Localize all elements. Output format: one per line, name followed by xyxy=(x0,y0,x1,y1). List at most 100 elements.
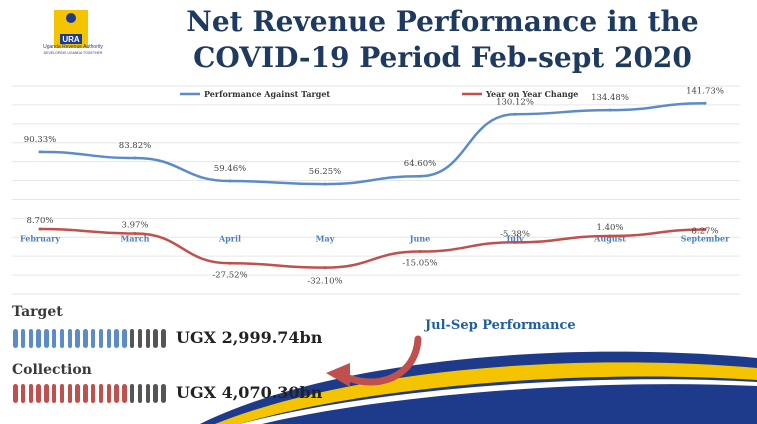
series-line xyxy=(39,102,706,186)
data-label: -32.10% xyxy=(307,277,342,287)
logo-text: URA xyxy=(62,35,80,44)
target-bar-segment xyxy=(20,329,26,348)
target-bar-segment xyxy=(90,329,96,348)
data-point xyxy=(323,182,327,186)
data-point xyxy=(418,250,422,254)
target-bar-segment xyxy=(153,329,158,348)
target-bar-segment xyxy=(98,329,104,348)
collection-label: Collection xyxy=(12,362,92,378)
logo-emblem xyxy=(66,13,76,23)
collection-bar-segment xyxy=(106,384,112,403)
data-point xyxy=(133,232,137,236)
logo-band xyxy=(60,34,82,44)
data-label: 1.40% xyxy=(596,223,623,233)
collection-bar-segment xyxy=(153,384,158,403)
data-point xyxy=(608,234,612,238)
title-line-2: COVID-19 Period Feb-sept 2020 xyxy=(193,41,692,74)
logo-tagline: DEVELOPING UGANDA TOGETHER xyxy=(43,51,103,55)
legend-label: Performance Against Target xyxy=(204,89,330,99)
legend-label: Year on Year Change xyxy=(485,89,578,99)
data-point xyxy=(323,266,327,270)
target-bar-segment xyxy=(161,329,166,348)
data-point xyxy=(513,112,517,116)
annotation-arrow xyxy=(326,335,422,387)
collection-bar-segment xyxy=(114,384,119,403)
collection-bar-segment xyxy=(83,384,88,403)
data-label: -5.38% xyxy=(500,229,530,239)
collection-bar-meter xyxy=(13,384,166,404)
target-bar-segment xyxy=(67,329,73,348)
collection-bar-segment xyxy=(98,384,104,403)
target-bar-segment xyxy=(106,329,112,348)
title-line-1: Net Revenue Performance in the xyxy=(186,5,699,38)
collection-bar-segment xyxy=(13,384,18,403)
collection-bar-segment xyxy=(36,384,41,403)
target-bar-segment xyxy=(36,329,41,348)
decorative-swoosh xyxy=(200,351,757,424)
data-point xyxy=(38,227,42,231)
target-bar-segment xyxy=(51,329,57,348)
target-bar-segment xyxy=(122,329,127,348)
data-point xyxy=(608,108,612,112)
x-tick-label: April xyxy=(218,233,241,243)
target-bar-segment xyxy=(28,329,34,348)
collection-bar-segment xyxy=(67,384,73,403)
swoosh-yellow xyxy=(215,362,757,424)
collection-value: UGX 4,070.30bn xyxy=(176,383,323,402)
collection-bar-segment xyxy=(129,384,135,403)
jul-sep-annotation: Jul-Sep Performance xyxy=(425,318,576,333)
target-bar-segment xyxy=(114,329,119,348)
collection-bar-segment xyxy=(122,384,127,403)
target-bar-segment xyxy=(145,329,151,348)
data-label: 59.46% xyxy=(214,164,246,174)
arrow-head xyxy=(326,363,350,387)
x-tick-label: September xyxy=(681,233,730,243)
data-label: -27.52% xyxy=(212,270,247,280)
data-point xyxy=(228,261,232,265)
data-point xyxy=(228,179,232,183)
target-bar-meter xyxy=(13,329,166,349)
x-tick-label: March xyxy=(121,233,150,243)
collection-bar-segment xyxy=(161,384,166,403)
data-label: 8.70% xyxy=(26,216,53,226)
collection-bar-segment xyxy=(90,384,96,403)
collection-bar-segment xyxy=(28,384,34,403)
data-label: 90.33% xyxy=(24,135,56,145)
data-point xyxy=(38,150,42,154)
data-label: -15.05% xyxy=(402,259,437,269)
revenue-line-chart: February March April May June July August Septe… xyxy=(12,85,740,295)
target-bar-segment xyxy=(44,329,49,348)
data-label: 56.25% xyxy=(309,167,341,177)
data-label: 134.48% xyxy=(591,93,629,103)
data-label: 3.97% xyxy=(121,221,148,231)
logo-org-name: Uganda Revenue Authority xyxy=(43,44,103,50)
data-point xyxy=(703,227,707,231)
collection-bar-segment xyxy=(59,384,65,403)
collection-bar-segment xyxy=(51,384,57,403)
swoosh-white xyxy=(240,379,757,424)
x-tick-label: June xyxy=(409,233,431,243)
ura-logo: URA xyxy=(54,10,88,48)
collection-bar-segment xyxy=(145,384,151,403)
collection-bar-segment xyxy=(20,384,26,403)
target-value: UGX 2,999.74bn xyxy=(176,328,323,347)
arrow-curve xyxy=(342,335,422,386)
x-tick-label: May xyxy=(316,233,335,243)
page-title: Net Revenue Performance in the COVID-19 … xyxy=(140,4,745,76)
target-bar-segment xyxy=(75,329,80,348)
data-label: 83.82% xyxy=(119,141,151,151)
collection-bar-segment xyxy=(44,384,49,403)
target-bar-segment xyxy=(13,329,18,348)
collection-bar-segment xyxy=(75,384,80,403)
data-label: 141.73% xyxy=(686,86,724,96)
target-bar-segment xyxy=(59,329,65,348)
x-tick-label: February xyxy=(20,233,60,243)
x-tick-label: August xyxy=(593,233,626,243)
data-label: 8.27% xyxy=(691,226,718,236)
data-point xyxy=(703,101,707,105)
target-bar-segment xyxy=(137,329,143,348)
data-label: 64.60% xyxy=(404,159,436,169)
series-line xyxy=(39,227,706,269)
data-point xyxy=(418,174,422,178)
data-point xyxy=(513,240,517,244)
